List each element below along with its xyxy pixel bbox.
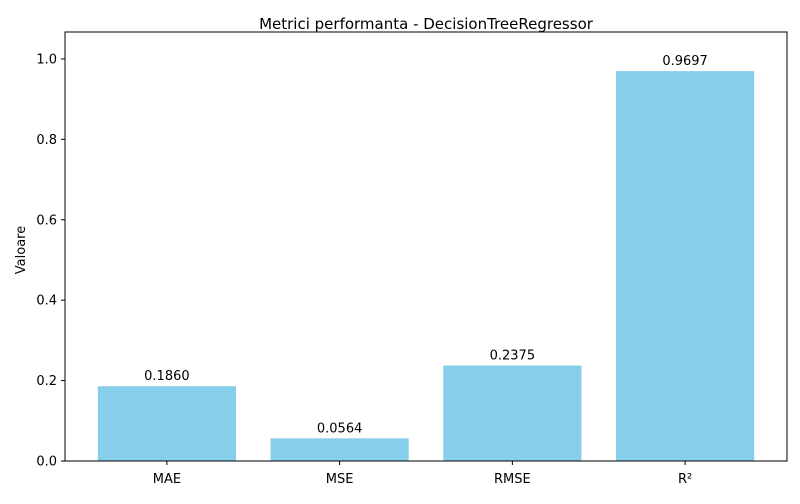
y-tick-label-2: 0.4 — [36, 294, 57, 309]
data-label-3: 0.9697 — [662, 54, 708, 69]
y-tick-label-3: 0.6 — [36, 213, 57, 228]
x-tick-label-3: R² — [678, 472, 692, 487]
plot-area-frame — [64, 31, 788, 462]
y-axis-ticks: 0.0 0.2 0.4 0.6 0.8 1.0 — [36, 52, 65, 470]
data-label-1: 0.0564 — [317, 421, 363, 436]
y-tick-label-0: 0.0 — [36, 455, 57, 470]
data-label-0: 0.1860 — [144, 369, 190, 384]
bars-layer — [97, 71, 755, 462]
bar-2 — [443, 365, 582, 461]
y-tick-label-4: 0.8 — [36, 133, 57, 148]
x-tick-label-1: MSE — [326, 472, 354, 487]
data-labels-layer: 0.1860 0.0564 0.2375 0.9697 — [144, 54, 708, 436]
bar-0 — [97, 386, 237, 461]
x-tick-label-0: MAE — [153, 472, 181, 487]
chart-title: Metrici performanta - DecisionTreeRegres… — [259, 15, 594, 33]
x-axis-ticks: MAE MSE RMSE R² — [153, 461, 692, 487]
y-axis-label: Valoare — [14, 226, 29, 274]
data-label-2: 0.2375 — [490, 349, 536, 364]
y-tick-label-5: 1.0 — [36, 52, 57, 67]
bar-1 — [270, 438, 409, 461]
y-tick-label-1: 0.2 — [36, 374, 57, 389]
x-tick-label-2: RMSE — [494, 472, 531, 487]
bar-3 — [616, 71, 755, 462]
